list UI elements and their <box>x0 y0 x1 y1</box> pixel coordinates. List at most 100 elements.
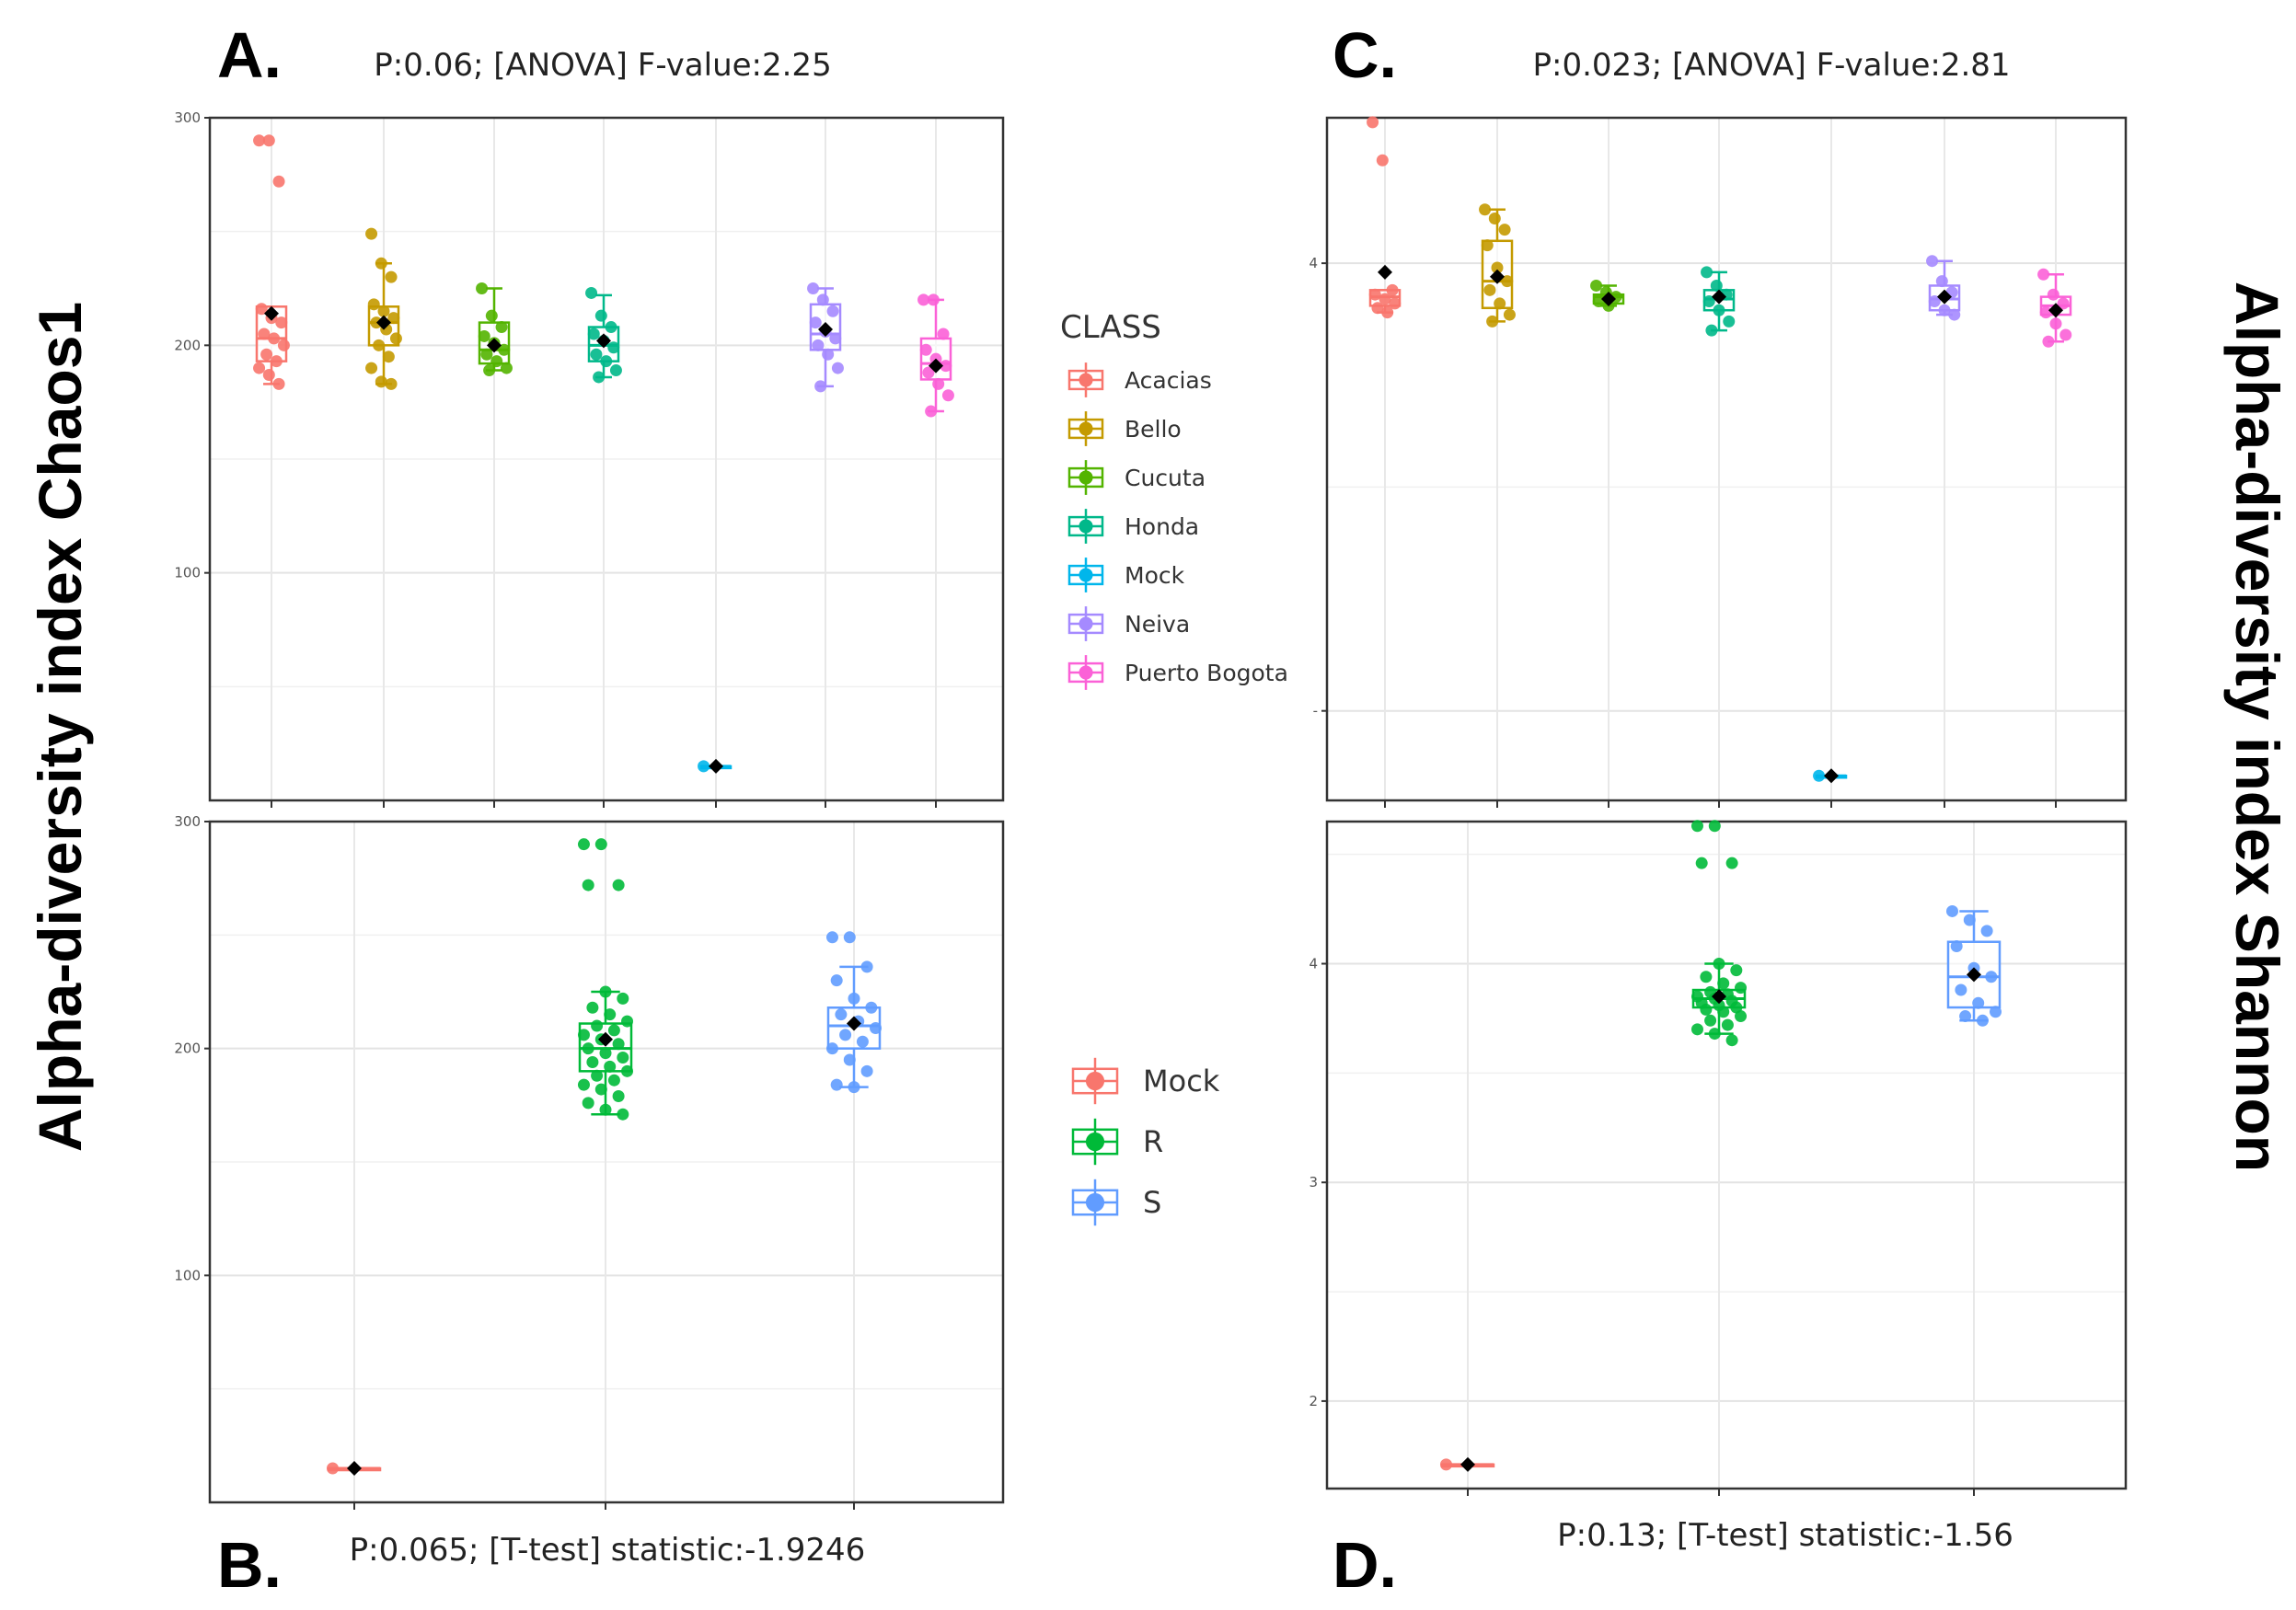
box-puerto-bogota <box>2037 268 2072 348</box>
data-point <box>272 377 285 390</box>
data-point <box>476 282 489 294</box>
data-point <box>1955 983 1967 996</box>
data-point <box>1491 261 1504 274</box>
data-point <box>835 1008 848 1021</box>
mean-marker <box>376 315 391 330</box>
data-point <box>1481 239 1494 252</box>
data-point <box>612 1038 625 1051</box>
data-point <box>582 879 594 891</box>
data-point <box>270 355 283 368</box>
panel-d-shannon-by-resistance: 2 3 4 <box>1309 820 2128 1496</box>
legend-class-item-label: Neiva <box>1125 611 1190 638</box>
legend-class-item-label: Honda <box>1125 513 1199 540</box>
data-point <box>1690 1023 1703 1036</box>
data-point <box>605 321 617 334</box>
data-point <box>1700 971 1713 983</box>
box-bello <box>1479 203 1516 328</box>
data-point <box>1705 324 1718 337</box>
data-point <box>940 360 952 373</box>
data-point <box>2039 306 2052 319</box>
legend-resistance: Mock RS <box>1071 1057 1220 1226</box>
data-point <box>809 316 822 329</box>
legend-class-item-puerto-bogota: Puerto Bogota <box>1067 655 1288 690</box>
mean-marker <box>1937 289 1952 305</box>
y-axis-label-shannon: Alpha-diversity index Shannon <box>2223 282 2291 1172</box>
legend-key-dot <box>1085 1132 1105 1152</box>
data-point <box>1713 304 1725 316</box>
data-point <box>594 838 607 851</box>
data-point <box>1717 977 1730 990</box>
y-axis-label-chaos1: Alpha-diversity index Chaos1 <box>26 302 94 1152</box>
legend-rs-item-r: R <box>1071 1118 1163 1166</box>
data-point <box>830 974 843 987</box>
legend-key-dot <box>1079 470 1093 485</box>
panel-d-stat-title: P:0.13; [T-test] statistic:-1.56 <box>1557 1517 2013 1554</box>
legend-key-dot <box>1079 373 1093 387</box>
data-point <box>1704 1014 1717 1027</box>
mean-marker <box>487 338 502 353</box>
box-neiva <box>807 282 844 393</box>
data-point <box>1976 1014 1989 1027</box>
box-honda <box>585 286 622 384</box>
data-point <box>1723 315 1736 328</box>
data-point <box>577 1078 590 1091</box>
data-point <box>831 362 844 374</box>
data-point <box>612 879 625 891</box>
plot-background <box>1327 822 2126 1489</box>
y-tick-label: 200 <box>174 1041 201 1057</box>
y-tick-label: 4 <box>1309 255 1318 271</box>
data-point <box>1498 224 1511 236</box>
box-acacias <box>253 134 290 390</box>
data-point <box>1963 914 1976 926</box>
data-point <box>1721 1018 1734 1031</box>
data-point <box>816 293 829 306</box>
data-point <box>382 351 395 363</box>
data-point <box>2057 297 2070 310</box>
data-point <box>860 1064 873 1077</box>
data-point <box>698 760 710 773</box>
data-point <box>373 339 386 351</box>
data-point <box>577 838 590 851</box>
data-point <box>1386 283 1399 296</box>
box-cucuta <box>1590 279 1625 312</box>
y-tick-label: 300 <box>174 813 201 830</box>
legend-key-dot <box>1079 568 1093 582</box>
data-point <box>2047 288 2059 301</box>
y-tick-label: 3 <box>1309 1174 1318 1190</box>
data-point <box>604 1060 617 1073</box>
data-point <box>2059 328 2072 341</box>
data-point <box>1690 820 1703 833</box>
data-point <box>1702 294 1715 307</box>
data-point <box>839 1029 852 1041</box>
data-point <box>593 371 606 384</box>
data-point <box>1972 996 1985 1009</box>
box-honda <box>1701 266 1736 337</box>
data-point <box>594 1083 607 1096</box>
data-point <box>275 316 288 329</box>
data-point <box>609 364 622 377</box>
data-point <box>594 309 607 322</box>
data-point <box>617 1052 629 1064</box>
plot-border <box>1325 820 2128 1490</box>
y-tick-label: 200 <box>174 337 201 353</box>
data-point <box>1710 279 1723 292</box>
data-point <box>478 329 490 342</box>
box-cucuta <box>476 282 513 377</box>
legend-key-dot <box>1085 1071 1105 1091</box>
data-point <box>1935 275 1948 288</box>
mean-marker <box>1378 264 1392 280</box>
data-point <box>367 298 380 311</box>
data-point <box>599 1103 612 1116</box>
legend-class-item-label: Acacias <box>1125 367 1212 394</box>
y-tick-label: 100 <box>174 565 201 581</box>
box-puerto-bogota <box>917 293 954 418</box>
legend-rs-item-s: S <box>1071 1179 1161 1226</box>
data-point <box>1926 255 1939 268</box>
data-point <box>590 348 603 361</box>
data-point <box>1695 857 1708 869</box>
data-point <box>860 960 873 973</box>
data-point <box>941 389 954 402</box>
legend-class-item-label: Bello <box>1125 416 1182 443</box>
data-point <box>586 1055 599 1068</box>
legend-key-dot <box>1079 665 1093 680</box>
